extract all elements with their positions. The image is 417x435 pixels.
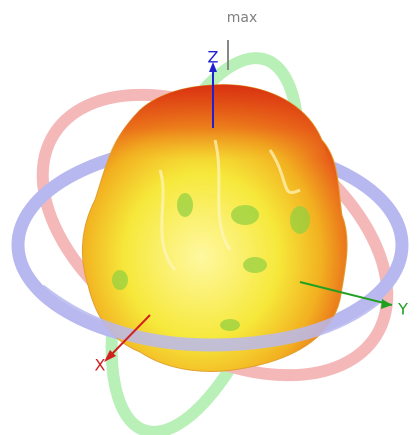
blob-top-shade xyxy=(90,84,338,210)
y-arrow xyxy=(381,299,392,309)
z-label: Z xyxy=(208,48,219,67)
blob-highlights xyxy=(158,139,301,271)
y-axis xyxy=(299,281,393,306)
x-label: X xyxy=(95,356,106,375)
blue-ring-front xyxy=(35,284,385,352)
max-label: max xyxy=(227,10,258,26)
y-label: Y xyxy=(397,300,408,319)
x-axis xyxy=(107,314,151,359)
blob-patches xyxy=(112,193,310,331)
z-arrow xyxy=(209,62,217,72)
x-arrow xyxy=(104,350,116,362)
